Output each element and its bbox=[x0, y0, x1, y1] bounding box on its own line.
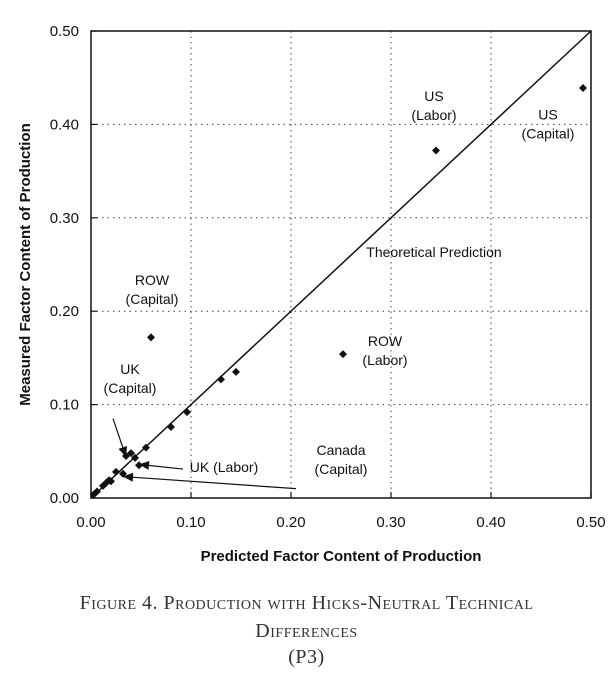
annotation-label: Canada (Capital) bbox=[315, 442, 368, 477]
figure-caption-line-2: Differences bbox=[255, 620, 358, 642]
x-tick-label: 0.50 bbox=[576, 514, 605, 531]
theoretical-prediction-line bbox=[90, 30, 592, 499]
annotation-label: US (Capital) bbox=[522, 107, 575, 142]
data-point bbox=[107, 477, 115, 486]
data-point bbox=[432, 146, 440, 155]
arrow-layer bbox=[112, 418, 297, 490]
y-tick-label: 0.00 bbox=[50, 490, 79, 507]
x-tick-label: 0.30 bbox=[376, 514, 405, 531]
data-point bbox=[579, 83, 587, 92]
annotation-label: ROW (Labor) bbox=[362, 333, 407, 368]
figure-caption-line-1: Figure 4. Production with Hicks-Neutral … bbox=[79, 592, 534, 614]
data-point bbox=[112, 467, 120, 476]
y-axis-title: Measured Factor Content of Production bbox=[17, 123, 34, 406]
y-tick-label: 0.20 bbox=[50, 303, 79, 320]
arrow-head bbox=[139, 460, 150, 470]
figure-caption-line-3: (P3) bbox=[288, 646, 325, 668]
x-axis-title: Predicted Factor Content of Production bbox=[201, 548, 482, 565]
y-tick-label: 0.50 bbox=[50, 23, 79, 40]
arrow-head bbox=[123, 472, 134, 482]
annotation-label: UK (Labor) bbox=[190, 459, 258, 475]
data-point bbox=[135, 461, 143, 470]
data-point bbox=[339, 350, 347, 359]
data-point bbox=[131, 453, 139, 462]
data-point bbox=[127, 449, 135, 458]
ticks-layer: 0.00 0.10 0.20 0.30 0.40 0.50 0.00 0.10 0.20 0.30… bbox=[50, 23, 606, 531]
x-tick-label: 0.00 bbox=[76, 514, 105, 531]
annotation-layer: US (Labor) US (Capital) Theoretical Predicti… bbox=[104, 88, 575, 477]
data-point bbox=[142, 443, 150, 452]
y-tick-label: 0.30 bbox=[50, 210, 79, 227]
x-tick-label: 0.20 bbox=[276, 514, 305, 531]
data-point bbox=[232, 367, 240, 376]
data-point bbox=[119, 469, 127, 478]
data-point bbox=[183, 408, 191, 417]
grid-layer bbox=[91, 31, 591, 498]
x-tick-label: 0.10 bbox=[176, 514, 205, 531]
y-tick-label: 0.10 bbox=[50, 397, 79, 414]
annotation-label: US (Labor) bbox=[411, 88, 456, 123]
annotation-label: ROW (Capital) bbox=[126, 272, 179, 307]
data-point bbox=[217, 375, 225, 384]
arrow-line bbox=[122, 475, 297, 490]
annotation-label: UK (Capital) bbox=[104, 361, 157, 396]
points-layer bbox=[90, 83, 587, 499]
x-tick-label: 0.40 bbox=[476, 514, 505, 531]
data-point bbox=[93, 487, 101, 496]
y-tick-label: 0.40 bbox=[50, 116, 79, 133]
scatter-chart: 0.00 0.10 0.20 0.30 0.40 0.50 0.00 0.10 0.20 0.30… bbox=[17, 23, 606, 565]
data-point bbox=[147, 333, 155, 342]
plot-frame bbox=[90, 30, 592, 499]
annotation-label: Theoretical Prediction bbox=[366, 244, 501, 260]
data-point bbox=[167, 423, 175, 432]
